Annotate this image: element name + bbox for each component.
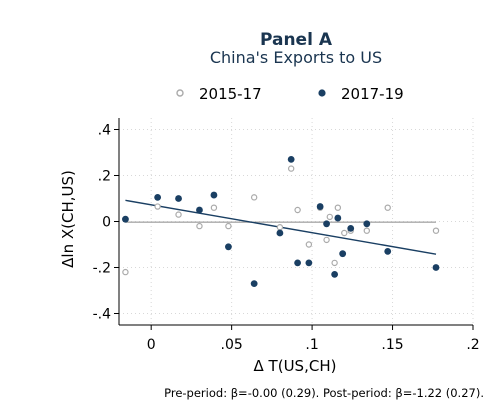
point-2017-19 [316, 203, 324, 210]
point-2017-19 [363, 220, 371, 228]
point-2015-17 [331, 259, 338, 267]
legend-label-2015-17: 2015-17 [199, 85, 262, 103]
point-2017-19 [196, 206, 203, 214]
point-2015-17 [122, 268, 129, 276]
point-2017-19 [305, 259, 313, 267]
point-2015-17 [323, 236, 330, 244]
point-2017-19 [225, 243, 232, 251]
point-2015-17 [432, 227, 440, 234]
point-2017-19 [294, 259, 302, 267]
x-tick-label: .05 [221, 337, 243, 353]
y-tick-label: 0 [102, 215, 111, 231]
regression-note: Pre-period: β=-0.00 (0.29). Post-period:… [164, 386, 484, 400]
chart-title: Panel A [260, 30, 333, 50]
point-2015-17 [326, 213, 333, 221]
x-tick-label: .2 [466, 337, 479, 353]
y-tick-label: .4 [98, 123, 111, 139]
point-2015-17 [305, 241, 313, 248]
point-2017-19 [339, 250, 347, 258]
point-2015-17 [154, 203, 161, 210]
point-2015-17 [363, 227, 370, 234]
point-2017-19 [432, 264, 440, 271]
point-2015-17 [384, 204, 391, 211]
point-2015-17 [287, 165, 295, 172]
point-2015-17 [294, 206, 301, 214]
point-2017-19 [122, 215, 129, 223]
y-tick-label: -.4 [93, 307, 112, 323]
point-2015-17 [196, 222, 203, 230]
legend: 2015-17 2017-19 [176, 85, 404, 103]
legend-label-2017-19: 2017-19 [341, 85, 404, 103]
point-2017-19 [276, 229, 284, 237]
point-2015-17 [276, 224, 284, 231]
point-2017-19 [384, 248, 392, 255]
point-2017-19 [175, 195, 182, 202]
x-tick-label: .15 [381, 337, 403, 353]
y-axis-label: Δln X(CH,US) [59, 170, 77, 268]
legend-marker-2015-17 [176, 89, 184, 97]
point-2017-19 [287, 156, 295, 163]
y-tick-label: .2 [98, 169, 111, 185]
point-2017-19 [154, 193, 162, 201]
x-axis-label: Δ T(US,CH) [254, 357, 337, 375]
y-tick-label: -.2 [93, 261, 111, 277]
point-2017-19 [331, 271, 339, 278]
axes: -.4 -.2 0 .2 .4 0 .05 .1 .15 .2 [93, 118, 480, 353]
point-2015-17 [334, 204, 342, 211]
chart-subtitle: China's Exports to US [210, 48, 382, 67]
point-2015-17 [225, 222, 232, 230]
legend-marker-2017-19 [318, 89, 326, 97]
point-2015-17 [341, 229, 348, 237]
x-tick-label: .1 [305, 337, 318, 353]
point-2017-19 [210, 191, 218, 199]
data-points [122, 156, 440, 287]
point-2015-17 [175, 211, 182, 218]
point-2015-17 [250, 194, 258, 201]
point-2017-19 [323, 220, 330, 228]
point-2015-17 [210, 204, 218, 211]
point-2017-19 [347, 225, 355, 232]
point-2017-19 [250, 280, 258, 287]
point-2017-19 [334, 214, 342, 222]
x-tick-label: 0 [147, 337, 156, 353]
